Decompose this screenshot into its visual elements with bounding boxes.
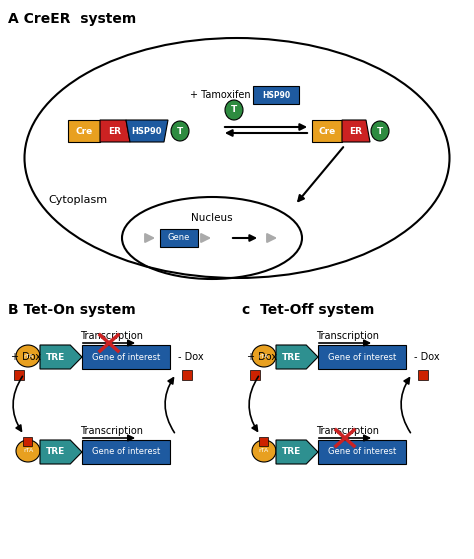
Text: TRE: TRE [46, 448, 65, 457]
Text: Gene of interest: Gene of interest [92, 353, 160, 362]
Text: Gene of interest: Gene of interest [328, 448, 396, 457]
Ellipse shape [171, 121, 189, 141]
Text: + Dox: + Dox [247, 353, 277, 362]
Text: T: T [231, 106, 237, 115]
Text: rTA: rTA [23, 353, 33, 358]
Text: ER: ER [109, 126, 121, 135]
Text: c  Tet-Off system: c Tet-Off system [242, 303, 374, 317]
Text: + Dox: + Dox [11, 353, 41, 362]
Text: TRE: TRE [283, 353, 301, 362]
Text: Transcription: Transcription [316, 331, 379, 341]
FancyBboxPatch shape [318, 440, 406, 464]
Text: ER: ER [349, 126, 363, 135]
Polygon shape [40, 345, 82, 369]
Text: Cre: Cre [319, 126, 336, 135]
Text: Cytoplasm: Cytoplasm [48, 195, 107, 205]
FancyBboxPatch shape [250, 369, 260, 380]
Text: rTA: rTA [259, 448, 269, 453]
Ellipse shape [16, 345, 40, 367]
Text: HSP90: HSP90 [262, 91, 290, 100]
Polygon shape [276, 440, 318, 464]
Text: T: T [177, 126, 183, 135]
FancyBboxPatch shape [259, 437, 268, 446]
Text: Nucleus: Nucleus [191, 213, 233, 223]
FancyBboxPatch shape [82, 440, 170, 464]
Text: Gene of interest: Gene of interest [92, 448, 160, 457]
Ellipse shape [225, 100, 243, 120]
Polygon shape [126, 120, 168, 142]
FancyBboxPatch shape [14, 369, 24, 380]
FancyBboxPatch shape [182, 369, 192, 380]
FancyBboxPatch shape [318, 345, 406, 369]
Text: Gene of interest: Gene of interest [328, 353, 396, 362]
Text: + Tamoxifen: + Tamoxifen [190, 90, 251, 100]
Text: Transcription: Transcription [80, 426, 143, 436]
Text: Transcription: Transcription [316, 426, 379, 436]
Text: B Tet-On system: B Tet-On system [8, 303, 136, 317]
Text: HSP90: HSP90 [132, 126, 162, 135]
Text: - Dox: - Dox [414, 353, 439, 362]
Text: A CreER  system: A CreER system [8, 12, 136, 26]
FancyBboxPatch shape [160, 229, 198, 247]
Text: TRE: TRE [46, 353, 65, 362]
Polygon shape [100, 120, 130, 142]
FancyBboxPatch shape [418, 369, 428, 380]
Ellipse shape [252, 345, 276, 367]
Text: Gene: Gene [168, 234, 190, 243]
Polygon shape [342, 120, 370, 142]
Ellipse shape [371, 121, 389, 141]
Ellipse shape [16, 440, 40, 462]
Polygon shape [40, 440, 82, 464]
Polygon shape [276, 345, 318, 369]
FancyBboxPatch shape [253, 86, 299, 104]
FancyBboxPatch shape [68, 120, 100, 142]
Text: T: T [377, 126, 383, 135]
Text: - Dox: - Dox [178, 353, 204, 362]
Text: TRE: TRE [283, 448, 301, 457]
Text: rTA: rTA [259, 353, 269, 358]
Text: Cre: Cre [75, 126, 92, 135]
FancyBboxPatch shape [82, 345, 170, 369]
FancyBboxPatch shape [312, 120, 342, 142]
Text: Transcription: Transcription [80, 331, 143, 341]
FancyBboxPatch shape [23, 437, 32, 446]
Text: rTA: rTA [23, 448, 33, 453]
Ellipse shape [252, 440, 276, 462]
